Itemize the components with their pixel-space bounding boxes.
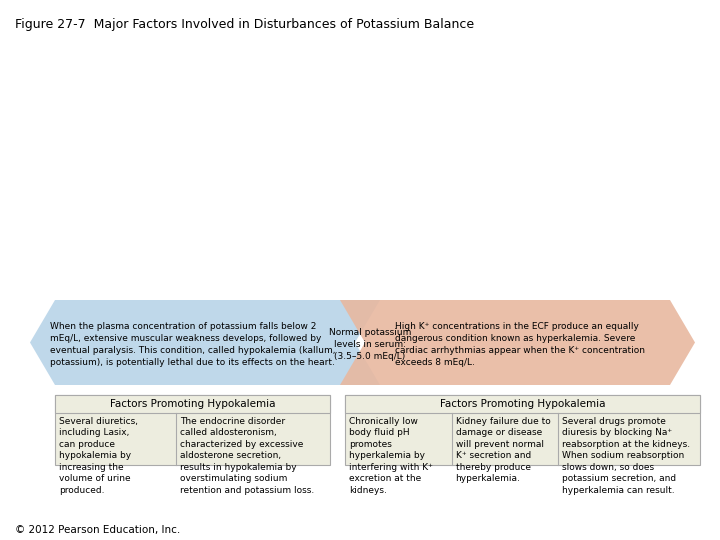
Text: Kidney failure due to
damage or disease
will prevent normal
K⁺ secretion and
the: Kidney failure due to damage or disease … [456, 417, 550, 483]
Text: High K⁺ concentrations in the ECF produce an equally
dangerous condition known a: High K⁺ concentrations in the ECF produc… [395, 322, 645, 367]
Text: The endocrine disorder
called aldosteronism,
characterized by excessive
aldoster: The endocrine disorder called aldosteron… [180, 417, 314, 495]
Text: Figure 27-7  Major Factors Involved in Disturbances of Potassium Balance: Figure 27-7 Major Factors Involved in Di… [15, 18, 474, 31]
Bar [55, 395, 330, 465]
Text: Chronically low
body fluid pH
promotes
hyperkalemia by
interfering with K⁺
excre: Chronically low body fluid pH promotes h… [349, 417, 433, 495]
Bar [345, 395, 700, 465]
Text: Several diuretics,
including Lasix,
can produce
hypokalemia by
increasing the
vo: Several diuretics, including Lasix, can … [59, 417, 138, 495]
Text: When the plasma concentration of potassium falls below 2
mEq/L, extensive muscul: When the plasma concentration of potassi… [50, 322, 336, 367]
Text: Normal potassium
levels in serum:
(3.5–5.0 mEq/L): Normal potassium levels in serum: (3.5–5… [329, 328, 411, 361]
Text: Several drugs promote
diuresis by blocking Na⁺
reabsorption at the kidneys.
When: Several drugs promote diuresis by blocki… [562, 417, 690, 495]
Bar [345, 395, 700, 413]
Bar [55, 395, 330, 413]
Text: © 2012 Pearson Education, Inc.: © 2012 Pearson Education, Inc. [15, 525, 180, 535]
Polygon shape [30, 300, 380, 385]
Polygon shape [340, 300, 695, 385]
Text: Factors Promoting Hypokalemia: Factors Promoting Hypokalemia [109, 399, 275, 409]
Text: Factors Promoting Hypokalemia: Factors Promoting Hypokalemia [440, 399, 606, 409]
